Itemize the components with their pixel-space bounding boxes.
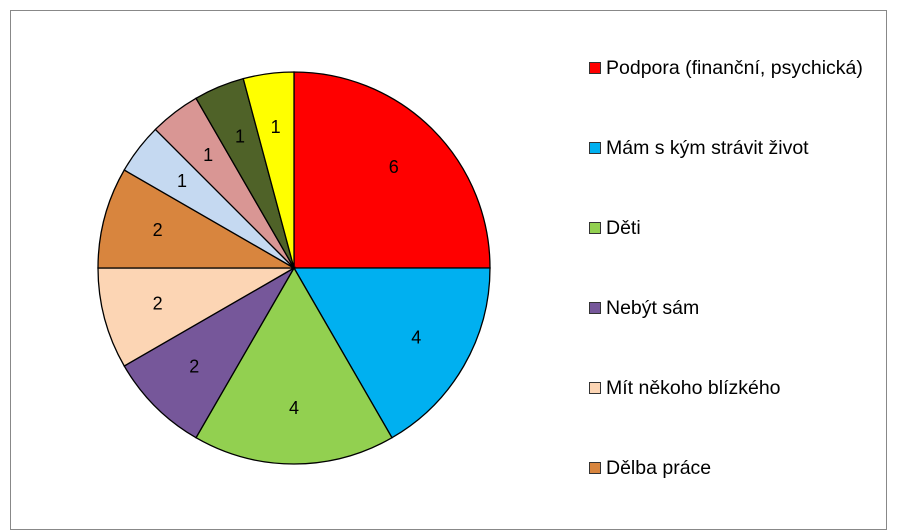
legend-entry: Mám s kým strávit život [589,133,869,163]
data-label: 2 [153,220,163,240]
legend-swatch [589,382,601,394]
legend-label: Děti [606,217,641,239]
legend-entry: Dělba práce [589,453,869,483]
data-label: 4 [289,398,299,418]
legend-entry: Nebýt sám [589,293,869,323]
data-label: 1 [203,145,213,165]
data-label: 2 [153,293,163,313]
legend-entry: Mít někoho blízkého [589,373,869,403]
legend-swatch [589,302,601,314]
legend-entry: Děti [589,213,869,243]
legend-label: Mám s kým strávit život [606,137,809,159]
legend-swatch [589,462,601,474]
pie-slice [242,71,295,269]
pie-slice [123,266,296,439]
pie-slice [292,267,491,439]
data-label: 1 [177,171,187,191]
legend-label: Mít někoho blízkého [606,377,781,399]
data-label: 1 [271,117,281,137]
legend-label: Nebýt sám [606,297,700,319]
pie-slice [97,169,297,269]
data-label: 4 [411,327,421,347]
legend-label: Dělba práce [606,457,712,479]
data-label: 6 [389,157,399,177]
legend-swatch [589,62,601,74]
legend-label: Podpora (finanční, psychická) [606,57,863,79]
pie-slice [293,71,491,269]
data-label: 2 [189,357,199,377]
legend-swatch [589,222,601,234]
legend-entry: Podpora (finanční, psychická) [589,53,869,83]
data-label: 1 [235,126,245,146]
pie-slice [97,267,297,367]
pie-slice [195,266,393,465]
legend-swatch [589,142,601,154]
